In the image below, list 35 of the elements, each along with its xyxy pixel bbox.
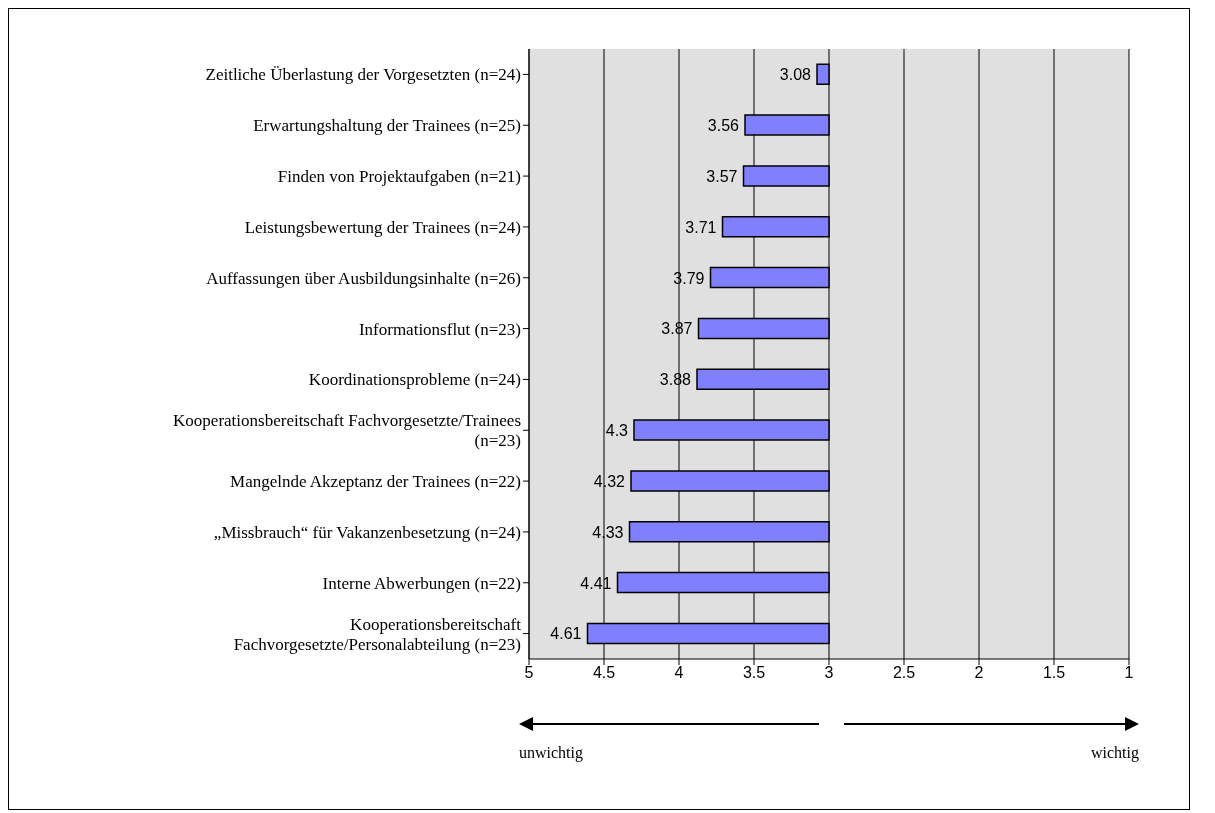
x-tick-label: 5	[524, 664, 534, 682]
y-tick-label: Kooperationsbereitschaft Fachvorgesetzte/Personalabteilung (n=23)	[233, 614, 522, 654]
data-label: 4.61	[550, 625, 582, 643]
y-tick-label: Kooperationsbereitschaft Fachvorgesetzte/Trainees (n=23)	[173, 411, 521, 451]
y-tick-label: Mangelnde Akzeptanz der Trainees (n=22)	[230, 472, 521, 492]
x-tick-label: 1	[1124, 664, 1134, 682]
x-tick-label: 4.5	[592, 664, 616, 682]
data-label: 3.71	[685, 218, 717, 236]
data-label: 4.33	[592, 523, 624, 541]
y-tick-label: Interne Abwerbungen (n=22)	[322, 573, 521, 593]
y-tick-label: Finden von Projektaufgaben (n=21)	[277, 167, 521, 187]
text: unwichtig	[519, 744, 583, 762]
data-label: 4.32	[593, 472, 626, 490]
x-tick-label: 1.5	[1042, 664, 1066, 682]
text: wichtig	[1091, 744, 1139, 762]
x-tick-label: 2	[974, 664, 984, 682]
y-tick-label: Koordinationsprobleme (n=24)	[308, 370, 521, 390]
x-tick-label: 2.5	[892, 664, 916, 682]
y-tick-label: Leistungsbewertung der Trainees (n=24)	[244, 217, 521, 237]
data-label: 4.3	[605, 422, 629, 440]
data-label: 3.57	[706, 167, 738, 185]
y-tick-label: „Missbrauch“ für Vakanzenbesetzung (n=24)	[213, 522, 521, 542]
x-tick-label: 4	[674, 664, 684, 682]
data-label: 3.56	[707, 117, 740, 135]
data-label: 3.88	[659, 371, 692, 389]
data-label: 4.41	[580, 574, 612, 592]
y-tick-label: Zeitliche Überlastung der Vorgesetzten (n=24)	[205, 65, 521, 85]
x-tick-label: 3	[824, 664, 834, 682]
data-label: 3.08	[779, 66, 812, 84]
data-label: 3.87	[661, 320, 693, 338]
y-tick-label: Erwartungshaltung der Trainees (n=25)	[253, 116, 521, 136]
y-tick-label: Auffassungen über Ausbildungsinhalte (n=26)	[206, 268, 521, 288]
data-label: 3.79	[673, 269, 705, 287]
x-tick-label: 3.5	[742, 664, 766, 682]
y-tick-label: Informationsflut (n=23)	[358, 319, 521, 339]
